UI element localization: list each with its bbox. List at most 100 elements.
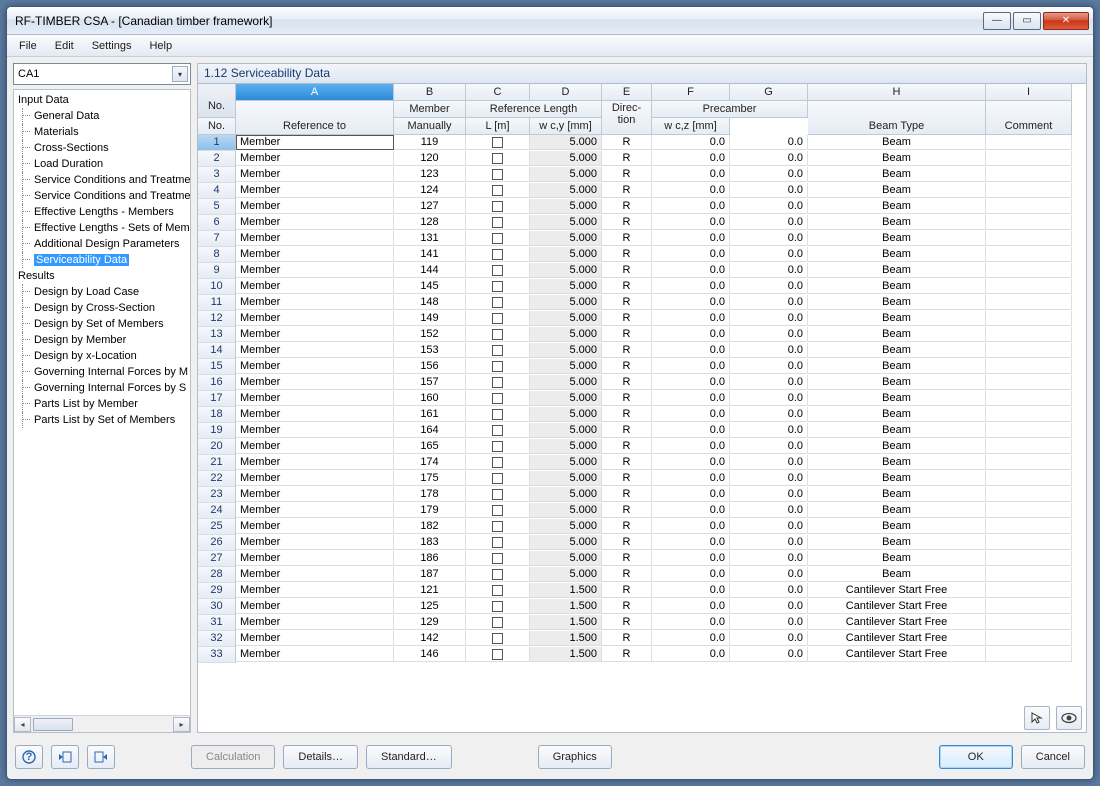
case-combobox[interactable]: CA1 ▾ <box>13 63 191 85</box>
cell-direction[interactable]: R <box>602 455 652 470</box>
cell-reference[interactable]: Member <box>236 231 394 246</box>
cell-comment[interactable] <box>986 455 1072 470</box>
cell-direction[interactable]: R <box>602 279 652 294</box>
cell-length[interactable]: 5.000 <box>530 375 602 390</box>
cell-member-no[interactable]: 161 <box>394 407 466 422</box>
col-letter-a[interactable]: A <box>236 84 394 101</box>
cell-reference[interactable]: Member <box>236 599 394 614</box>
cell-wcz[interactable]: 0.0 <box>730 455 808 470</box>
scroll-thumb[interactable] <box>33 718 73 731</box>
cell-reference[interactable]: Member <box>236 631 394 646</box>
calculation-button[interactable]: Calculation <box>191 745 275 769</box>
cell-comment[interactable] <box>986 551 1072 566</box>
cell-direction[interactable]: R <box>602 471 652 486</box>
row-header[interactable]: 19 <box>198 423 236 439</box>
cell-comment[interactable] <box>986 359 1072 374</box>
cell-reference[interactable]: Member <box>236 439 394 454</box>
tree-item[interactable]: Governing Internal Forces by S <box>14 380 190 396</box>
cell-wcz[interactable]: 0.0 <box>730 567 808 582</box>
row-header[interactable]: 11 <box>198 295 236 311</box>
cell-comment[interactable] <box>986 263 1072 278</box>
cell-manually[interactable] <box>466 295 530 310</box>
details-button[interactable]: Details… <box>283 745 358 769</box>
cell-reference[interactable]: Member <box>236 647 394 662</box>
menu-settings[interactable]: Settings <box>84 38 140 54</box>
cell-length[interactable]: 1.500 <box>530 583 602 598</box>
cell-direction[interactable]: R <box>602 343 652 358</box>
cell-manually[interactable] <box>466 615 530 630</box>
cell-comment[interactable] <box>986 615 1072 630</box>
cell-wcz[interactable]: 0.0 <box>730 519 808 534</box>
cell-length[interactable]: 1.500 <box>530 615 602 630</box>
cell-wcy[interactable]: 0.0 <box>652 615 730 630</box>
cell-wcz[interactable]: 0.0 <box>730 215 808 230</box>
tree-item[interactable]: Service Conditions and Treatme <box>14 188 190 204</box>
row-header[interactable]: 2 <box>198 151 236 167</box>
row-header[interactable]: 9 <box>198 263 236 279</box>
cell-beam-type[interactable]: Beam <box>808 359 986 374</box>
cell-wcz[interactable]: 0.0 <box>730 487 808 502</box>
row-header[interactable]: 31 <box>198 615 236 631</box>
cell-wcy[interactable]: 0.0 <box>652 631 730 646</box>
cell-wcy[interactable]: 0.0 <box>652 535 730 550</box>
titlebar[interactable]: RF-TIMBER CSA - [Canadian timber framewo… <box>7 7 1093 35</box>
next-table-button[interactable] <box>87 745 115 769</box>
cell-wcz[interactable]: 0.0 <box>730 327 808 342</box>
ok-button[interactable]: OK <box>939 745 1013 769</box>
tree-item[interactable]: Design by Cross-Section <box>14 300 190 316</box>
cell-manually[interactable] <box>466 359 530 374</box>
cell-reference[interactable]: Member <box>236 327 394 342</box>
cell-reference[interactable]: Member <box>236 199 394 214</box>
cell-member-no[interactable]: 178 <box>394 487 466 502</box>
cell-length[interactable]: 5.000 <box>530 551 602 566</box>
tree-group-results[interactable]: Results <box>14 268 190 284</box>
cell-manually[interactable] <box>466 327 530 342</box>
cell-beam-type[interactable]: Beam <box>808 519 986 534</box>
cell-manually[interactable] <box>466 391 530 406</box>
cell-wcy[interactable]: 0.0 <box>652 295 730 310</box>
cell-manually[interactable] <box>466 231 530 246</box>
cell-manually[interactable] <box>466 535 530 550</box>
menu-help[interactable]: Help <box>141 38 180 54</box>
cell-wcy[interactable]: 0.0 <box>652 151 730 166</box>
cell-wcz[interactable]: 0.0 <box>730 551 808 566</box>
cell-length[interactable]: 1.500 <box>530 647 602 662</box>
row-header[interactable]: 15 <box>198 359 236 375</box>
cell-direction[interactable]: R <box>602 391 652 406</box>
col-letter-e[interactable]: E <box>602 84 652 101</box>
cell-reference[interactable]: Member <box>236 503 394 518</box>
cell-beam-type[interactable]: Cantilever Start Free <box>808 583 986 598</box>
row-header[interactable]: 25 <box>198 519 236 535</box>
pick-button[interactable] <box>1024 706 1050 730</box>
cell-comment[interactable] <box>986 471 1072 486</box>
cell-direction[interactable]: R <box>602 199 652 214</box>
cell-wcz[interactable]: 0.0 <box>730 247 808 262</box>
cell-wcy[interactable]: 0.0 <box>652 583 730 598</box>
cell-wcy[interactable]: 0.0 <box>652 471 730 486</box>
cell-member-no[interactable]: 142 <box>394 631 466 646</box>
col-header-no[interactable]: No. <box>198 84 236 118</box>
data-grid[interactable]: No. A B C D E F G H I Reference to Membe… <box>197 83 1087 733</box>
row-header[interactable]: 22 <box>198 471 236 487</box>
cell-wcy[interactable]: 0.0 <box>652 519 730 534</box>
cell-wcy[interactable]: 0.0 <box>652 439 730 454</box>
cell-wcz[interactable]: 0.0 <box>730 583 808 598</box>
cell-wcz[interactable]: 0.0 <box>730 295 808 310</box>
scroll-right-icon[interactable]: ▸ <box>173 717 190 732</box>
cell-reference[interactable]: Member <box>236 263 394 278</box>
cell-length[interactable]: 5.000 <box>530 215 602 230</box>
cell-wcz[interactable]: 0.0 <box>730 231 808 246</box>
cell-direction[interactable]: R <box>602 359 652 374</box>
cell-manually[interactable] <box>466 263 530 278</box>
cell-wcz[interactable]: 0.0 <box>730 343 808 358</box>
minimize-button[interactable]: — <box>983 12 1011 30</box>
row-header[interactable]: 17 <box>198 391 236 407</box>
cell-manually[interactable] <box>466 567 530 582</box>
cell-comment[interactable] <box>986 199 1072 214</box>
cell-reference[interactable]: Member <box>236 471 394 486</box>
cell-wcy[interactable]: 0.0 <box>652 247 730 262</box>
cell-comment[interactable] <box>986 295 1072 310</box>
col-header-wcz[interactable]: w c,z [mm] <box>652 118 730 135</box>
cell-wcz[interactable]: 0.0 <box>730 263 808 278</box>
cell-length[interactable]: 5.000 <box>530 295 602 310</box>
